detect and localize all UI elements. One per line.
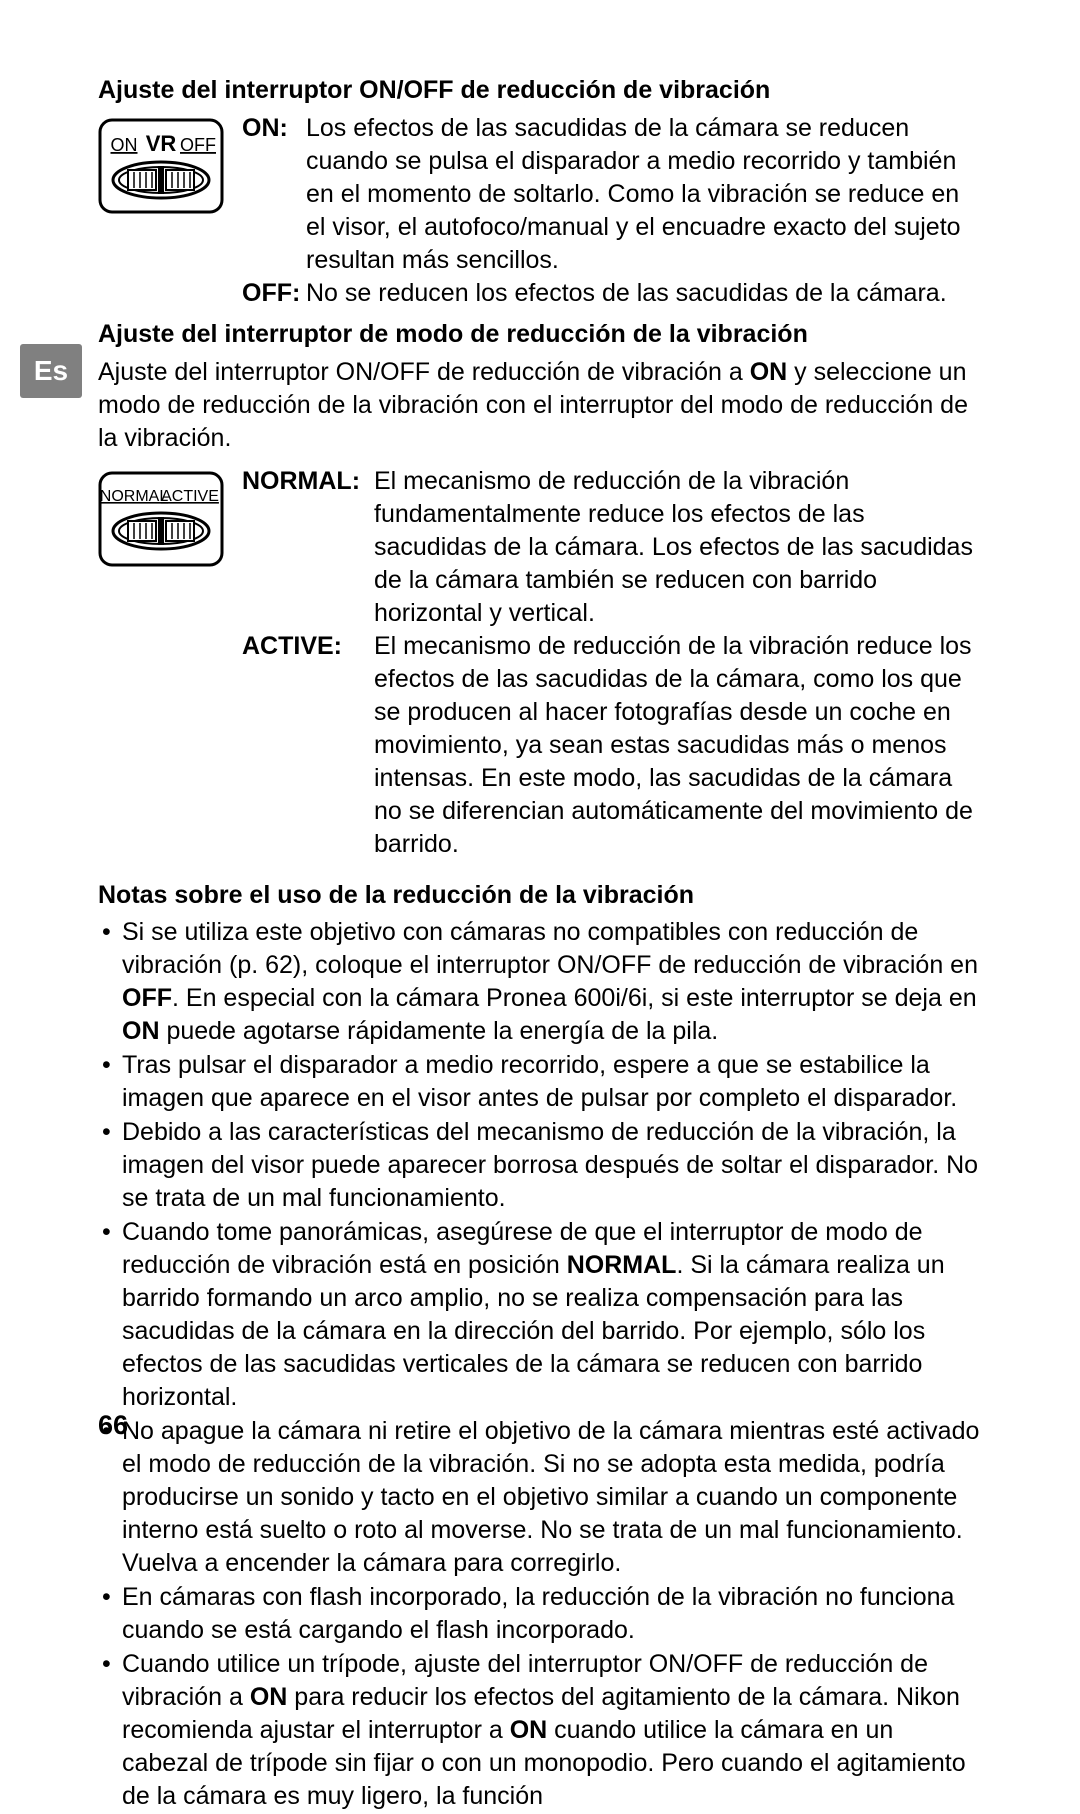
- switch-vr-label: VR: [146, 131, 177, 156]
- n1a: Si se utiliza este objetivo con cámaras …: [122, 918, 978, 979]
- active-text: El mecanismo de reducción de la vibració…: [374, 630, 983, 861]
- def-on: ON: Los efectos de las sacudidas de la c…: [242, 112, 983, 277]
- off-text: No se reducen los efectos de las sacudid…: [306, 277, 947, 310]
- normal-label: NORMAL:: [242, 465, 364, 630]
- def-off: OFF: No se reducen los efectos de las sa…: [242, 277, 983, 310]
- heading-onoff: Ajuste del interruptor ON/OFF de reducci…: [98, 74, 983, 108]
- mode-intro-on: ON: [750, 358, 788, 386]
- mode-intro-1: Ajuste del interruptor ON/OFF de reducci…: [98, 358, 750, 386]
- switch-on-label: ON: [111, 135, 138, 155]
- on-label: ON:: [242, 112, 296, 277]
- page-number: 66: [98, 1410, 128, 1441]
- off-label: OFF:: [242, 277, 296, 310]
- mode-definitions: NORMAL: El mecanismo de reducción de la …: [242, 465, 983, 861]
- n7-on1: ON: [250, 1683, 288, 1711]
- mode-switch-diagram: NORMAL ACTIVE: [98, 471, 224, 861]
- note-item-2: Tras pulsar el disparador a medio recorr…: [98, 1049, 983, 1115]
- note-item-5: No apague la cámara ni retire el objetiv…: [98, 1415, 983, 1580]
- mode-intro: Ajuste del interruptor ON/OFF de reducci…: [98, 356, 983, 455]
- switch-active-label: ACTIVE: [161, 488, 219, 505]
- def-normal: NORMAL: El mecanismo de reducción de la …: [242, 465, 983, 630]
- n1-on: ON: [122, 1017, 160, 1045]
- note-item-6: En cámaras con flash incorporado, la red…: [98, 1581, 983, 1647]
- onoff-definitions: ON: Los efectos de las sacudidas de la c…: [242, 112, 983, 310]
- n1-off: OFF: [122, 984, 172, 1012]
- switch-normal-label: NORMAL: [100, 488, 169, 505]
- section-onoff: ON VR OFF ON: Los efectos d: [98, 112, 983, 310]
- note-item-4: Cuando tome panorámicas, asegúrese de qu…: [98, 1216, 983, 1414]
- heading-mode: Ajuste del interruptor de modo de reducc…: [98, 318, 983, 352]
- n4-normal: NORMAL: [567, 1251, 677, 1279]
- vr-switch-diagram: ON VR OFF: [98, 118, 224, 310]
- language-tab: Es: [20, 344, 82, 398]
- def-active: ACTIVE: El mecanismo de reducción de la …: [242, 630, 983, 861]
- switch-off-label: OFF: [180, 135, 216, 155]
- heading-notes: Notas sobre el uso de la reducción de la…: [98, 879, 983, 913]
- n7-on2: ON: [510, 1716, 548, 1744]
- note-item-1: Si se utiliza este objetivo con cámaras …: [98, 916, 983, 1048]
- note-item-3: Debido a las características del mecanis…: [98, 1116, 983, 1215]
- on-text: Los efectos de las sacudidas de la cámar…: [306, 112, 983, 277]
- normal-text: El mecanismo de reducción de la vibració…: [374, 465, 983, 630]
- page-content: Ajuste del interruptor ON/OFF de reducci…: [98, 74, 983, 1814]
- n1b: . En especial con la cámara Pronea 600i/…: [172, 984, 977, 1012]
- notes-list: Si se utiliza este objetivo con cámaras …: [98, 916, 983, 1813]
- mode-body: NORMAL ACTIVE: [98, 465, 983, 861]
- note-item-7: Cuando utilice un trípode, ajuste del in…: [98, 1648, 983, 1813]
- section-mode: Ajuste del interruptor de modo de reducc…: [98, 318, 983, 861]
- active-label: ACTIVE:: [242, 630, 364, 861]
- n1c: puede agotarse rápidamente la energía de…: [160, 1017, 719, 1045]
